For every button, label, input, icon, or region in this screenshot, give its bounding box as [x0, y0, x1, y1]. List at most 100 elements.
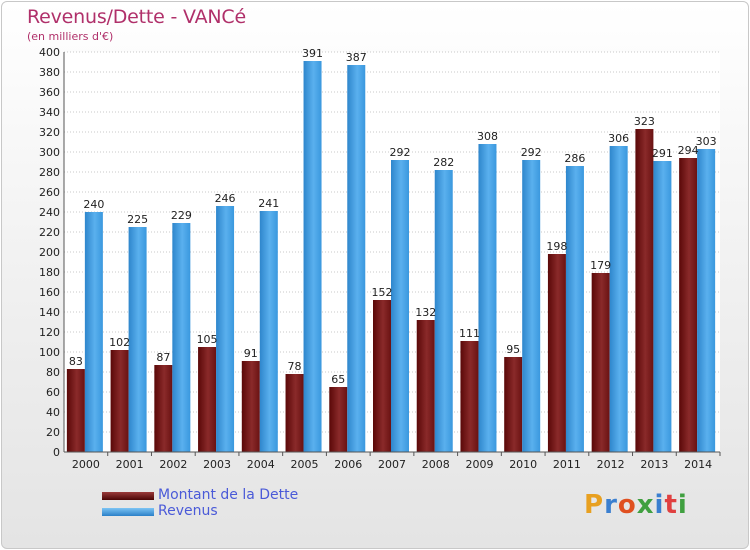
value-label-dette: 198 — [546, 240, 567, 253]
bar-dette — [373, 300, 391, 452]
y-tick-label: 400 — [39, 46, 60, 59]
value-label-revenus: 292 — [390, 146, 411, 159]
logo-letter: i — [677, 490, 688, 520]
x-tick-label: 2005 — [291, 458, 319, 471]
y-tick-label: 280 — [39, 166, 60, 179]
x-tick-label: 2006 — [334, 458, 362, 471]
bar-dette — [241, 361, 260, 452]
value-label-revenus: 292 — [521, 146, 542, 159]
bar-dette — [154, 365, 173, 452]
legend-swatch-revenus — [102, 508, 154, 516]
value-label-revenus: 225 — [127, 213, 148, 226]
value-label-dette: 65 — [331, 373, 345, 386]
bar-revenus — [653, 161, 672, 452]
y-tick-label: 360 — [39, 86, 60, 99]
y-tick-label: 0 — [53, 446, 60, 459]
value-label-dette: 87 — [156, 351, 170, 364]
y-tick-label: 100 — [39, 346, 60, 359]
value-label-revenus: 246 — [215, 192, 236, 205]
y-tick-label: 260 — [39, 186, 60, 199]
x-tick-label: 2002 — [159, 458, 187, 471]
legend-label-revenus: Revenus — [158, 503, 218, 519]
x-tick-label: 2012 — [597, 458, 625, 471]
bar-revenus — [478, 144, 497, 452]
x-tick-label: 2011 — [553, 458, 581, 471]
y-tick-label: 60 — [46, 386, 60, 399]
y-tick-label: 340 — [39, 106, 60, 119]
y-tick-label: 240 — [39, 206, 60, 219]
bar-revenus — [522, 160, 541, 452]
bar-revenus — [697, 149, 716, 452]
logo-letter: t — [664, 490, 678, 520]
y-tick-label: 180 — [39, 266, 60, 279]
value-label-revenus: 241 — [258, 197, 279, 210]
y-tick-label: 320 — [39, 126, 60, 139]
y-tick-label: 40 — [46, 406, 60, 419]
legend-label-dette: Montant de la Dette — [158, 487, 299, 503]
bar-revenus — [347, 65, 366, 452]
x-tick-label: 2014 — [684, 458, 712, 471]
value-label-dette: 294 — [678, 144, 699, 157]
bar-dette — [591, 273, 610, 452]
bar-dette — [110, 350, 129, 452]
value-label-revenus: 282 — [433, 156, 454, 169]
bar-dette — [679, 158, 698, 452]
chart-subtitle: (en milliers d'€) — [27, 30, 114, 43]
value-label-revenus: 291 — [652, 147, 673, 160]
x-tick-label: 2008 — [422, 458, 450, 471]
value-label-dette: 323 — [634, 115, 655, 128]
x-tick-label: 2010 — [509, 458, 537, 471]
logo-letter: x — [636, 490, 655, 520]
y-tick-label: 200 — [39, 246, 60, 259]
value-label-revenus: 387 — [346, 51, 367, 64]
bar-dette — [198, 347, 217, 452]
bar-revenus — [128, 227, 147, 452]
chart-title: Revenus/Dette - VANCé — [27, 6, 246, 28]
x-tick-label: 2013 — [640, 458, 668, 471]
value-label-dette: 105 — [197, 333, 218, 346]
value-label-revenus: 240 — [83, 198, 104, 211]
bar-dette — [285, 374, 304, 452]
y-tick-label: 20 — [46, 426, 60, 439]
logo-letter: r — [604, 490, 618, 520]
x-tick-label: 2004 — [247, 458, 275, 471]
bar-dette — [504, 357, 523, 452]
y-tick-label: 300 — [39, 146, 60, 159]
bar-revenus — [609, 146, 628, 452]
x-tick-label: 2001 — [116, 458, 144, 471]
logo-letter: o — [617, 490, 637, 520]
value-label-dette: 132 — [415, 306, 436, 319]
bar-dette — [547, 254, 566, 452]
value-label-dette: 91 — [244, 347, 258, 360]
proxiti-logo: Proxiti — [584, 490, 688, 520]
value-label-revenus: 391 — [302, 47, 323, 60]
value-label-dette: 102 — [109, 336, 130, 349]
bar-dette — [329, 387, 348, 452]
bar-revenus — [84, 212, 103, 452]
logo-letter: i — [654, 490, 665, 520]
value-label-revenus: 229 — [171, 209, 192, 222]
y-tick-label: 80 — [46, 366, 60, 379]
bar-revenus — [259, 211, 278, 452]
y-tick-label: 220 — [39, 226, 60, 239]
legend-swatch-dette — [102, 492, 154, 500]
x-tick-label: 2000 — [72, 458, 100, 471]
value-label-revenus: 306 — [608, 132, 629, 145]
bar-dette — [66, 369, 85, 452]
bar-revenus — [303, 61, 322, 452]
bar-dette — [460, 341, 479, 452]
y-tick-label: 120 — [39, 326, 60, 339]
value-label-revenus: 286 — [564, 152, 585, 165]
y-tick-label: 380 — [39, 66, 60, 79]
bar-revenus — [434, 170, 453, 452]
value-label-dette: 95 — [506, 343, 520, 356]
value-label-dette: 179 — [590, 259, 611, 272]
y-tick-label: 160 — [39, 286, 60, 299]
logo-letter: P — [584, 490, 605, 520]
bar-revenus — [172, 223, 191, 452]
x-tick-label: 2003 — [203, 458, 231, 471]
value-label-revenus: 308 — [477, 130, 498, 143]
bar-revenus — [565, 166, 584, 452]
